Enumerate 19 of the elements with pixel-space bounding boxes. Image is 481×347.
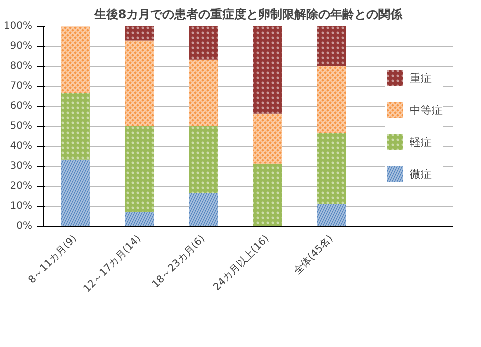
y-tick-label: 20% [10,181,33,192]
y-tick-label: 0% [16,221,33,232]
y-tick-label: 100% [4,21,33,32]
x-tick-label: 8～11カ月(9) [26,234,80,286]
chart-title: 生後8カ月での患者の重症度と卵制限解除の年齢との関係 [93,8,404,22]
y-tick-label: 30% [10,161,33,172]
legend-label: 軽症 [410,134,432,150]
x-tick-label: 18～23カ月(6) [150,234,208,291]
y-tick-label: 10% [10,201,33,212]
y-tick-label: 90% [10,41,33,52]
x-tick-label: 全体(45名) [291,232,336,278]
y-tick-label: 50% [10,121,33,132]
legend-label: 中等症 [410,102,443,118]
y-tick-label: 80% [10,61,33,72]
y-tick-label: 40% [10,141,33,152]
legend-label: 重症 [410,70,432,86]
legend-label: 微症 [410,166,432,182]
y-tick-label: 70% [10,81,33,92]
y-tick-label: 60% [10,101,33,112]
